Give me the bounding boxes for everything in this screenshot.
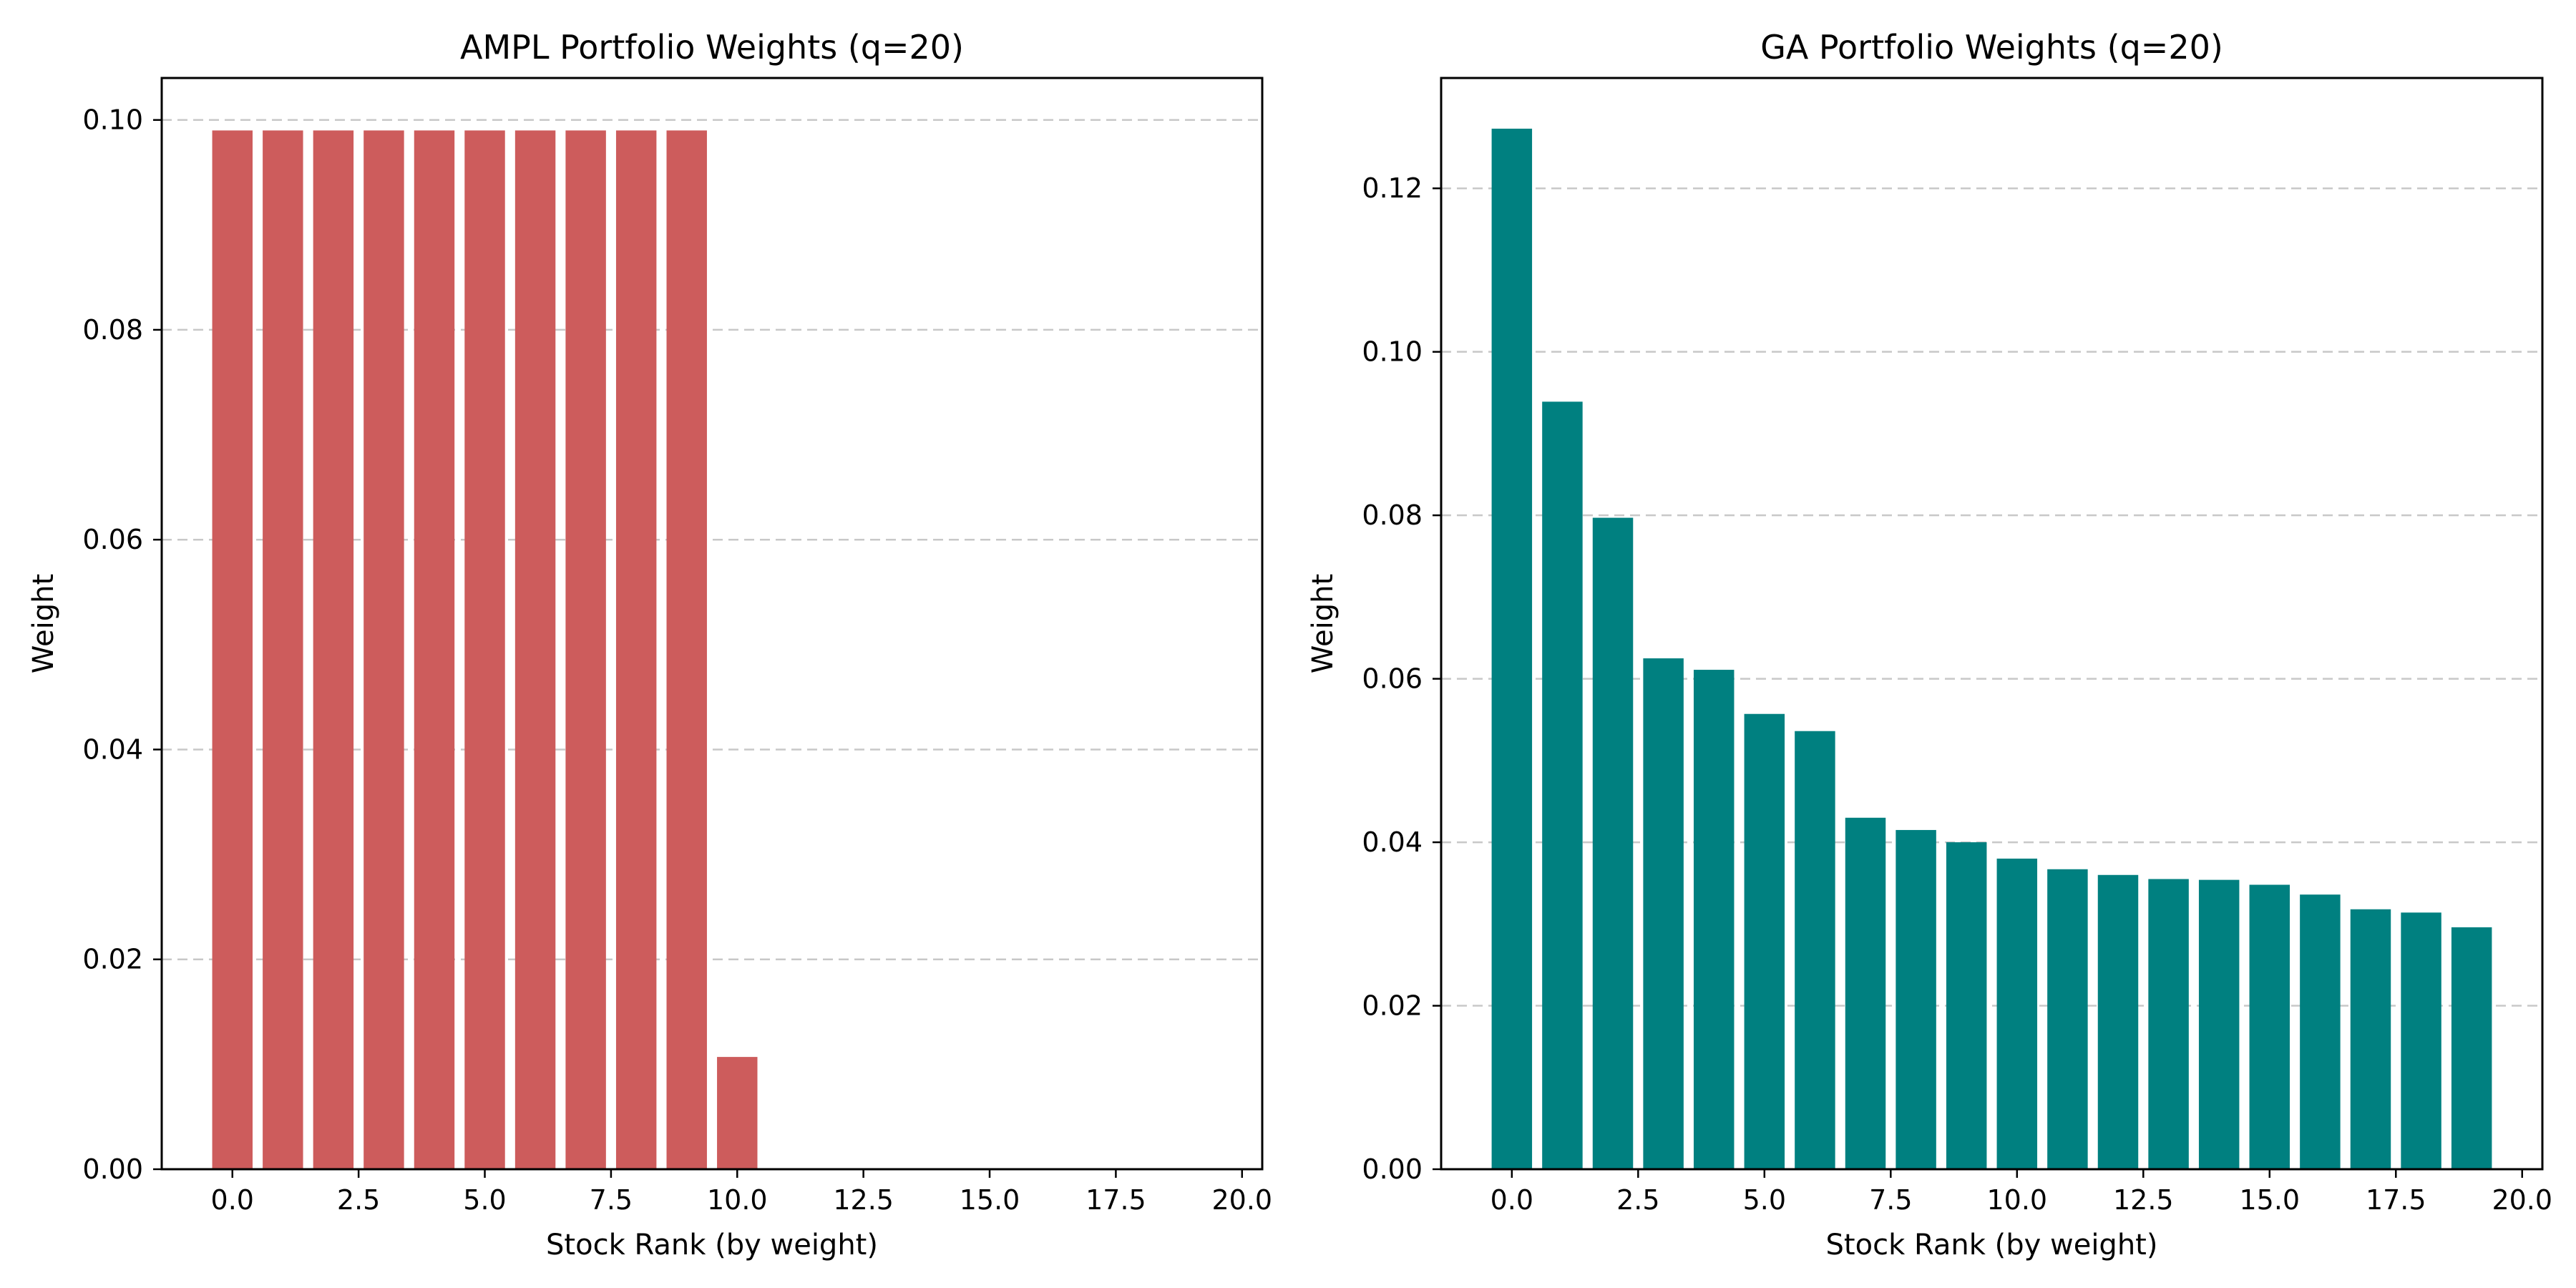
- bar: [2047, 869, 2088, 1169]
- y-tick-label: 0.10: [82, 104, 143, 136]
- y-axis-label: Weight: [27, 574, 60, 673]
- bar: [2401, 912, 2441, 1169]
- y-tick-label: 0.08: [1362, 499, 1423, 531]
- bar: [1845, 817, 1886, 1169]
- y-axis-label: Weight: [1307, 574, 1340, 673]
- y-tick-label: 0.04: [1362, 826, 1423, 858]
- bar: [263, 130, 303, 1170]
- chart-panel-ampl: 0.0 2.5 5.0 7.5 10.0 12.5 15.0 17.5 20.0 0.00 0.0…: [27, 28, 1272, 1262]
- bar: [313, 130, 354, 1170]
- x-tick-label: 20.0: [1211, 1184, 1272, 1216]
- chart-panel-ga: 0.0 2.5 5.0 7.5 10.0 12.5 15.0 17.5 20.0 0.00 0.0…: [1307, 28, 2552, 1262]
- bar: [717, 1057, 758, 1169]
- x-tick-label: 0.0: [211, 1184, 254, 1216]
- y-tick-label: 0.00: [82, 1153, 143, 1185]
- bar: [2300, 894, 2341, 1169]
- x-tick-label: 5.0: [463, 1184, 506, 1216]
- y-tick-label: 0.00: [1362, 1153, 1423, 1185]
- bar: [414, 130, 455, 1170]
- y-tick-label: 0.02: [1362, 990, 1423, 1022]
- x-tick-label: 0.0: [1491, 1184, 1533, 1216]
- bar: [1592, 517, 1634, 1169]
- x-tick-label: 12.5: [833, 1184, 894, 1216]
- x-tick-label: 7.5: [590, 1184, 633, 1216]
- bar: [1896, 829, 1936, 1169]
- x-tick-label: 10.0: [707, 1184, 768, 1216]
- x-tick-label: 15.0: [2239, 1184, 2300, 1216]
- y-tick-label: 0.02: [82, 944, 143, 975]
- bar: [2350, 909, 2391, 1169]
- bar: [565, 130, 606, 1170]
- x-tick-label: 12.5: [2113, 1184, 2174, 1216]
- bar: [2198, 879, 2240, 1169]
- x-tick-label: 10.0: [1986, 1184, 2047, 1216]
- bar: [1491, 128, 1533, 1169]
- bar: [1542, 401, 1583, 1169]
- bar: [514, 130, 556, 1170]
- bar: [2249, 884, 2290, 1169]
- bar: [666, 130, 707, 1170]
- bar: [2148, 879, 2189, 1169]
- bar: [2097, 874, 2139, 1169]
- x-tick-label: 15.0: [960, 1184, 1020, 1216]
- y-tick-label: 0.06: [1362, 663, 1423, 695]
- y-tick-label: 0.12: [1362, 172, 1423, 204]
- x-tick-label: 17.5: [1085, 1184, 1146, 1216]
- bar: [1946, 842, 1987, 1169]
- x-tick-label: 2.5: [1616, 1184, 1659, 1216]
- x-tick-label: 2.5: [337, 1184, 380, 1216]
- x-tick-label: 17.5: [2366, 1184, 2426, 1216]
- plot-frame: [1440, 77, 2544, 1171]
- bar: [1795, 731, 1835, 1169]
- chart-title: GA Portfolio Weights (q=20): [1760, 28, 2223, 67]
- bar: [1996, 858, 2038, 1169]
- x-tick-label: 7.5: [1869, 1184, 1912, 1216]
- plot-frame: [160, 77, 1264, 1171]
- bar: [1643, 658, 1684, 1169]
- x-axis-label: Stock Rank (by weight): [1826, 1229, 2158, 1262]
- chart-title: AMPL Portfolio Weights (q=20): [460, 28, 964, 67]
- y-tick-label: 0.04: [82, 733, 143, 765]
- bar: [1693, 670, 1735, 1169]
- bar: [464, 130, 505, 1170]
- bar: [615, 130, 657, 1170]
- bar: [364, 130, 404, 1170]
- x-tick-label: 5.0: [1743, 1184, 1786, 1216]
- bar: [2451, 927, 2492, 1169]
- bar: [212, 130, 253, 1170]
- x-tick-label: 20.0: [2492, 1184, 2552, 1216]
- bar: [1744, 713, 1785, 1169]
- y-tick-label: 0.08: [82, 314, 143, 346]
- x-axis-label: Stock Rank (by weight): [546, 1229, 878, 1262]
- y-tick-label: 0.06: [82, 524, 143, 555]
- y-tick-label: 0.10: [1362, 336, 1423, 368]
